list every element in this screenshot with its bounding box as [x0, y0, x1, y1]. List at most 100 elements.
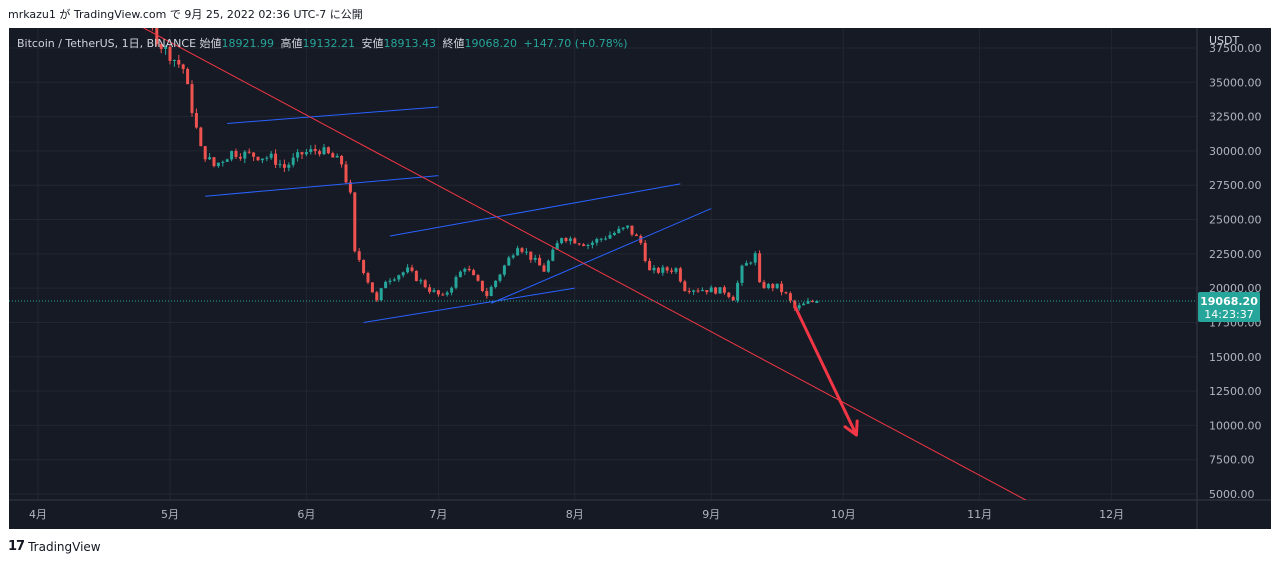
candle-body — [661, 267, 665, 273]
price-tag-countdown: 14:23:37 — [1204, 308, 1253, 321]
candle-body — [445, 292, 449, 295]
candle-body — [595, 239, 599, 243]
high-value: 19132.21 — [302, 37, 356, 50]
candle-body — [401, 272, 405, 276]
symbol-title[interactable]: Bitcoin / TetherUS, 1日, BINANCE — [17, 37, 197, 50]
candle-body — [164, 46, 168, 49]
low-label: 安値 — [361, 37, 384, 50]
candle-body — [450, 287, 454, 293]
channel-line-jul-aug[interactable] — [363, 287, 575, 323]
candle-body — [375, 292, 379, 301]
candle-body — [810, 301, 814, 303]
y-tick-label: 22500.00 — [1209, 248, 1262, 261]
low-value: 18913.43 — [383, 37, 437, 50]
candle-body — [194, 112, 198, 128]
x-tick-label[interactable]: 10月 — [831, 508, 856, 521]
candle-body — [687, 290, 691, 292]
symbol-info-bar: Bitcoin / TetherUS, 1日, BINANCE 始値18921.… — [17, 35, 631, 51]
candle-body — [256, 156, 260, 161]
candle-body — [252, 152, 256, 157]
candle-body — [516, 248, 520, 256]
candle-body — [357, 251, 361, 260]
candle-body — [674, 268, 678, 272]
x-tick-label[interactable]: 9月 — [702, 508, 720, 521]
candle-body — [362, 259, 366, 274]
brand-name: TradingView — [28, 539, 101, 554]
candle-body — [472, 270, 476, 276]
price-tag-value: 19068.20 — [1200, 295, 1258, 308]
candle-body — [234, 151, 238, 157]
candle-body — [692, 290, 696, 292]
channel-line-may[interactable] — [227, 106, 439, 124]
candle-body — [428, 287, 432, 292]
candle-body — [287, 164, 291, 168]
rising-support-line[interactable] — [491, 208, 712, 304]
down-arrow-shaft[interactable] — [793, 304, 858, 437]
candle-body — [397, 275, 401, 280]
candle-body — [265, 157, 269, 159]
candle-body — [696, 290, 700, 292]
candle-body — [155, 28, 159, 45]
candle-body — [406, 267, 410, 273]
candle-body — [318, 151, 322, 155]
candle-body — [802, 303, 806, 306]
candle-body — [639, 236, 643, 243]
candle-body — [533, 257, 537, 260]
price-tag[interactable] — [1198, 291, 1260, 322]
candle-body — [793, 300, 797, 309]
currency-label: USDT — [1209, 34, 1240, 47]
y-tick-label: 30000.00 — [1209, 145, 1262, 158]
candle-body — [296, 152, 300, 158]
candle-body — [414, 270, 418, 281]
x-tick-label[interactable]: 12月 — [1099, 508, 1124, 521]
candle-body — [766, 284, 770, 288]
candle-body — [423, 280, 427, 288]
y-tick-label: 37500.00 — [1209, 42, 1262, 55]
candle-body — [335, 155, 339, 158]
author-name[interactable]: mrkazu1 — [8, 8, 56, 21]
y-tick-label: 10000.00 — [1209, 419, 1262, 432]
candle-body — [670, 270, 674, 272]
candle-body — [753, 253, 757, 263]
price-chart[interactable]: 5000.007500.0010000.0012500.0015000.0017… — [9, 28, 1271, 529]
candle-body — [736, 282, 740, 301]
candle-body — [247, 151, 251, 153]
candle-body — [243, 151, 247, 159]
candle-body — [190, 84, 194, 113]
candle-body — [370, 282, 374, 293]
candle-body — [788, 293, 792, 301]
channel-line-may[interactable] — [205, 175, 439, 197]
x-tick-label[interactable]: 4月 — [29, 508, 47, 521]
candle-body — [564, 238, 568, 241]
candle-body — [159, 44, 163, 49]
x-tick-label[interactable]: 7月 — [429, 508, 447, 521]
falling-resistance-line[interactable] — [9, 28, 1032, 504]
x-tick-label[interactable]: 6月 — [297, 508, 315, 521]
candle-body — [313, 149, 317, 152]
down-arrow-head-icon[interactable] — [843, 419, 859, 437]
candle-body — [384, 281, 388, 289]
candle-body — [168, 46, 172, 61]
x-tick-label[interactable]: 11月 — [967, 508, 992, 521]
chart-panel[interactable]: 5000.00 7500.00 10000.00 12500.00 15000.00 17… — [9, 28, 1271, 529]
candle-body — [590, 242, 594, 245]
x-tick-label[interactable]: 8月 — [566, 508, 584, 521]
candle-body — [630, 225, 634, 235]
footer-brand[interactable]: 17 TradingView — [8, 539, 101, 554]
candle-body — [555, 243, 559, 250]
x-tick-label[interactable]: 5月 — [161, 508, 179, 521]
candle-body — [511, 255, 515, 258]
candle-body — [599, 238, 603, 240]
channel-line-jul-aug[interactable] — [389, 183, 681, 237]
candle-body — [568, 238, 572, 241]
change-value: +147.70 (+0.78%) — [523, 37, 628, 50]
y-tick-label: 5000.00 — [1209, 488, 1255, 501]
y-tick-label: 32500.00 — [1209, 111, 1262, 124]
candle-body — [604, 238, 608, 240]
candle-body — [260, 158, 264, 161]
publish-info: が TradingView.com で 9月 25, 2022 02:36 UT… — [59, 8, 363, 21]
candle-body — [348, 182, 352, 193]
y-tick-label: 27500.00 — [1209, 179, 1262, 192]
candle-body — [744, 263, 748, 266]
candle-body — [216, 162, 220, 167]
